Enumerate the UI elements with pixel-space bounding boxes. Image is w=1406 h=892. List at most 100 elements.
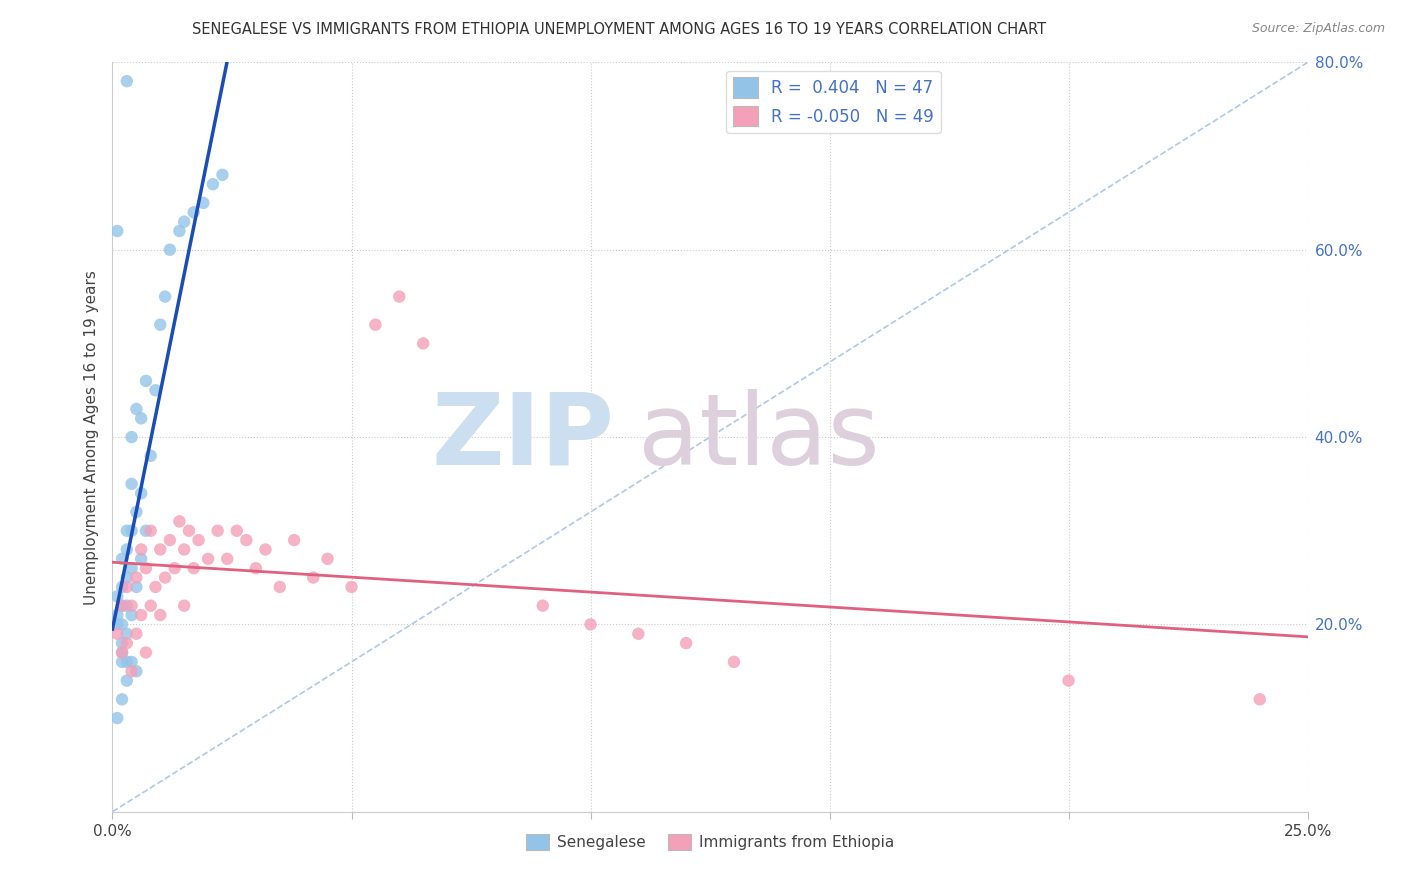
- Point: [302, 571, 325, 585]
- Point: [135, 374, 157, 388]
- Point: [145, 580, 167, 594]
- Point: [125, 401, 148, 416]
- Point: [211, 168, 233, 182]
- Point: [125, 664, 148, 679]
- Text: ZIP: ZIP: [432, 389, 614, 485]
- Point: [115, 636, 138, 650]
- Point: [197, 551, 219, 566]
- Point: [245, 561, 267, 575]
- Legend: Senegalese, Immigrants from Ethiopia: Senegalese, Immigrants from Ethiopia: [520, 829, 900, 856]
- Point: [111, 617, 134, 632]
- Point: [201, 177, 224, 191]
- Point: [115, 74, 138, 88]
- Point: [105, 617, 128, 632]
- Point: [105, 626, 128, 640]
- Point: [153, 571, 176, 585]
- Point: [111, 646, 134, 660]
- Point: [531, 599, 554, 613]
- Point: [115, 655, 138, 669]
- Point: [183, 205, 205, 219]
- Point: [187, 533, 209, 547]
- Point: [115, 571, 138, 585]
- Point: [193, 195, 215, 210]
- Point: [125, 505, 148, 519]
- Point: [115, 599, 138, 613]
- Point: [675, 636, 697, 650]
- Point: [129, 542, 152, 557]
- Point: [121, 476, 143, 491]
- Point: [111, 646, 134, 660]
- Point: [139, 524, 162, 538]
- Point: [207, 524, 229, 538]
- Point: [111, 599, 134, 613]
- Point: [169, 224, 191, 238]
- Point: [412, 336, 434, 351]
- Point: [177, 524, 200, 538]
- Point: [145, 384, 167, 398]
- Point: [121, 664, 143, 679]
- Point: [115, 673, 138, 688]
- Point: [111, 580, 134, 594]
- Point: [225, 524, 247, 538]
- Point: [149, 318, 172, 332]
- Point: [125, 626, 148, 640]
- Point: [135, 524, 157, 538]
- Point: [115, 524, 138, 538]
- Point: [129, 551, 152, 566]
- Point: [105, 590, 128, 604]
- Point: [149, 542, 172, 557]
- Point: [235, 533, 257, 547]
- Point: [111, 599, 134, 613]
- Point: [111, 692, 134, 706]
- Point: [340, 580, 363, 594]
- Point: [135, 646, 157, 660]
- Point: [105, 224, 128, 238]
- Point: [283, 533, 305, 547]
- Point: [139, 449, 162, 463]
- Point: [149, 608, 172, 623]
- Point: [316, 551, 339, 566]
- Point: [1249, 692, 1271, 706]
- Point: [173, 542, 195, 557]
- Point: [173, 599, 195, 613]
- Point: [121, 430, 143, 444]
- Point: [111, 551, 134, 566]
- Point: [115, 626, 138, 640]
- Point: [129, 486, 152, 500]
- Point: [115, 542, 138, 557]
- Point: [269, 580, 291, 594]
- Text: SENEGALESE VS IMMIGRANTS FROM ETHIOPIA UNEMPLOYMENT AMONG AGES 16 TO 19 YEARS CO: SENEGALESE VS IMMIGRANTS FROM ETHIOPIA U…: [191, 22, 1046, 37]
- Point: [388, 289, 411, 303]
- Point: [125, 571, 148, 585]
- Point: [169, 514, 191, 528]
- Point: [139, 599, 162, 613]
- Point: [115, 580, 138, 594]
- Point: [121, 599, 143, 613]
- Point: [105, 608, 128, 623]
- Point: [254, 542, 277, 557]
- Point: [159, 243, 181, 257]
- Point: [364, 318, 387, 332]
- Text: Source: ZipAtlas.com: Source: ZipAtlas.com: [1251, 22, 1385, 36]
- Point: [135, 561, 157, 575]
- Point: [121, 561, 143, 575]
- Point: [159, 533, 181, 547]
- Point: [121, 524, 143, 538]
- Text: atlas: atlas: [638, 389, 880, 485]
- Point: [121, 608, 143, 623]
- Point: [627, 626, 650, 640]
- Point: [129, 608, 152, 623]
- Point: [121, 655, 143, 669]
- Point: [579, 617, 602, 632]
- Point: [111, 655, 134, 669]
- Point: [163, 561, 186, 575]
- Point: [111, 636, 134, 650]
- Point: [217, 551, 239, 566]
- Point: [173, 214, 195, 228]
- Point: [1057, 673, 1080, 688]
- Point: [153, 289, 176, 303]
- Y-axis label: Unemployment Among Ages 16 to 19 years: Unemployment Among Ages 16 to 19 years: [83, 269, 98, 605]
- Point: [183, 561, 205, 575]
- Point: [723, 655, 745, 669]
- Point: [125, 580, 148, 594]
